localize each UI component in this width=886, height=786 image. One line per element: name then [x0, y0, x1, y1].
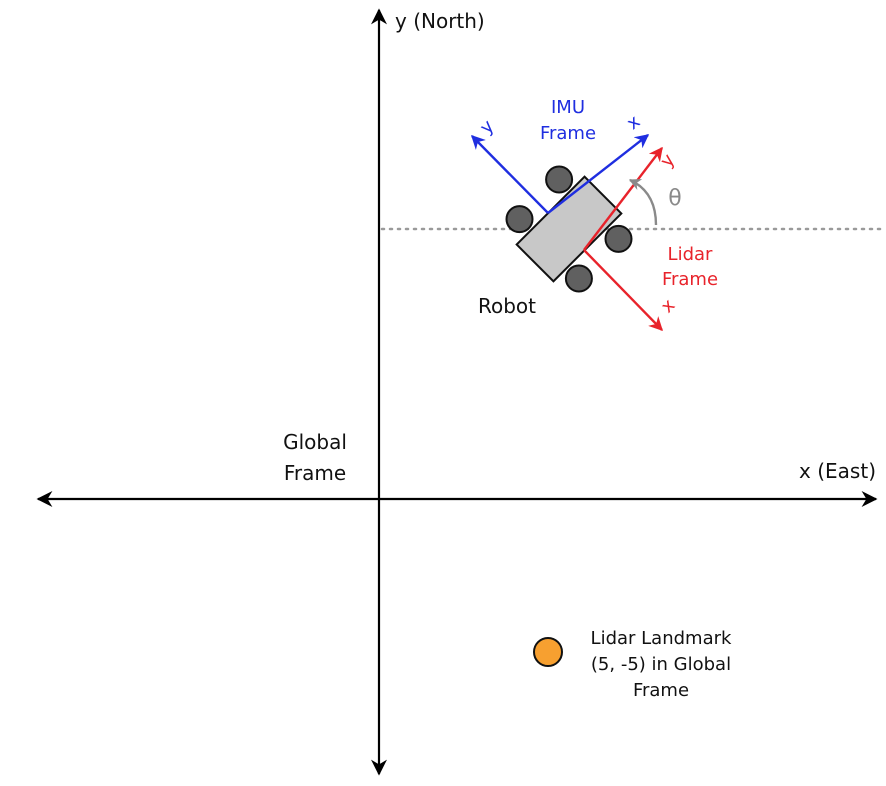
imu-x-axis-label: x — [623, 111, 645, 134]
lidar-landmark-marker — [533, 637, 563, 667]
global-frame-name-line2: Frame — [284, 461, 346, 485]
imu-y-axis — [471, 135, 549, 214]
lidar-y-axis-label: y — [656, 150, 679, 172]
robot-label: Robot — [478, 294, 536, 318]
lidar-x-axis — [583, 249, 663, 332]
landmark-label-line3: Frame — [633, 680, 689, 701]
lidar-frame-name-line2: Frame — [662, 269, 718, 290]
lidar-frame-name-line1: Lidar — [668, 244, 713, 265]
lidar-frame-axes — [583, 146, 663, 332]
heading-angle-label: θ — [668, 186, 681, 211]
heading-angle-arc — [628, 178, 658, 226]
global-x-axis-label: x (East) — [799, 459, 876, 483]
lidar-x-axis-label: x — [657, 295, 680, 318]
imu-frame-name-line2: Frame — [540, 123, 596, 144]
imu-frame-axes — [471, 134, 650, 214]
robot-wheel-front-right — [545, 165, 574, 194]
robot — [505, 165, 633, 293]
robot-wheel-front-left — [505, 205, 534, 234]
robot-body — [515, 175, 623, 283]
landmark-label-line1: Lidar Landmark — [591, 628, 732, 649]
robot-wheel-rear-left — [564, 264, 593, 293]
imu-x-axis — [547, 134, 650, 214]
imu-y-axis-label: y — [476, 116, 499, 139]
global-frame-name-line1: Global — [283, 430, 347, 454]
lidar-y-axis — [583, 146, 663, 251]
landmark-label-line2: (5, -5) in Global — [591, 654, 731, 675]
imu-frame-name-line1: IMU — [551, 97, 585, 118]
robot-wheel-rear-right — [604, 224, 633, 253]
global-y-axis-label: y (North) — [395, 9, 485, 33]
